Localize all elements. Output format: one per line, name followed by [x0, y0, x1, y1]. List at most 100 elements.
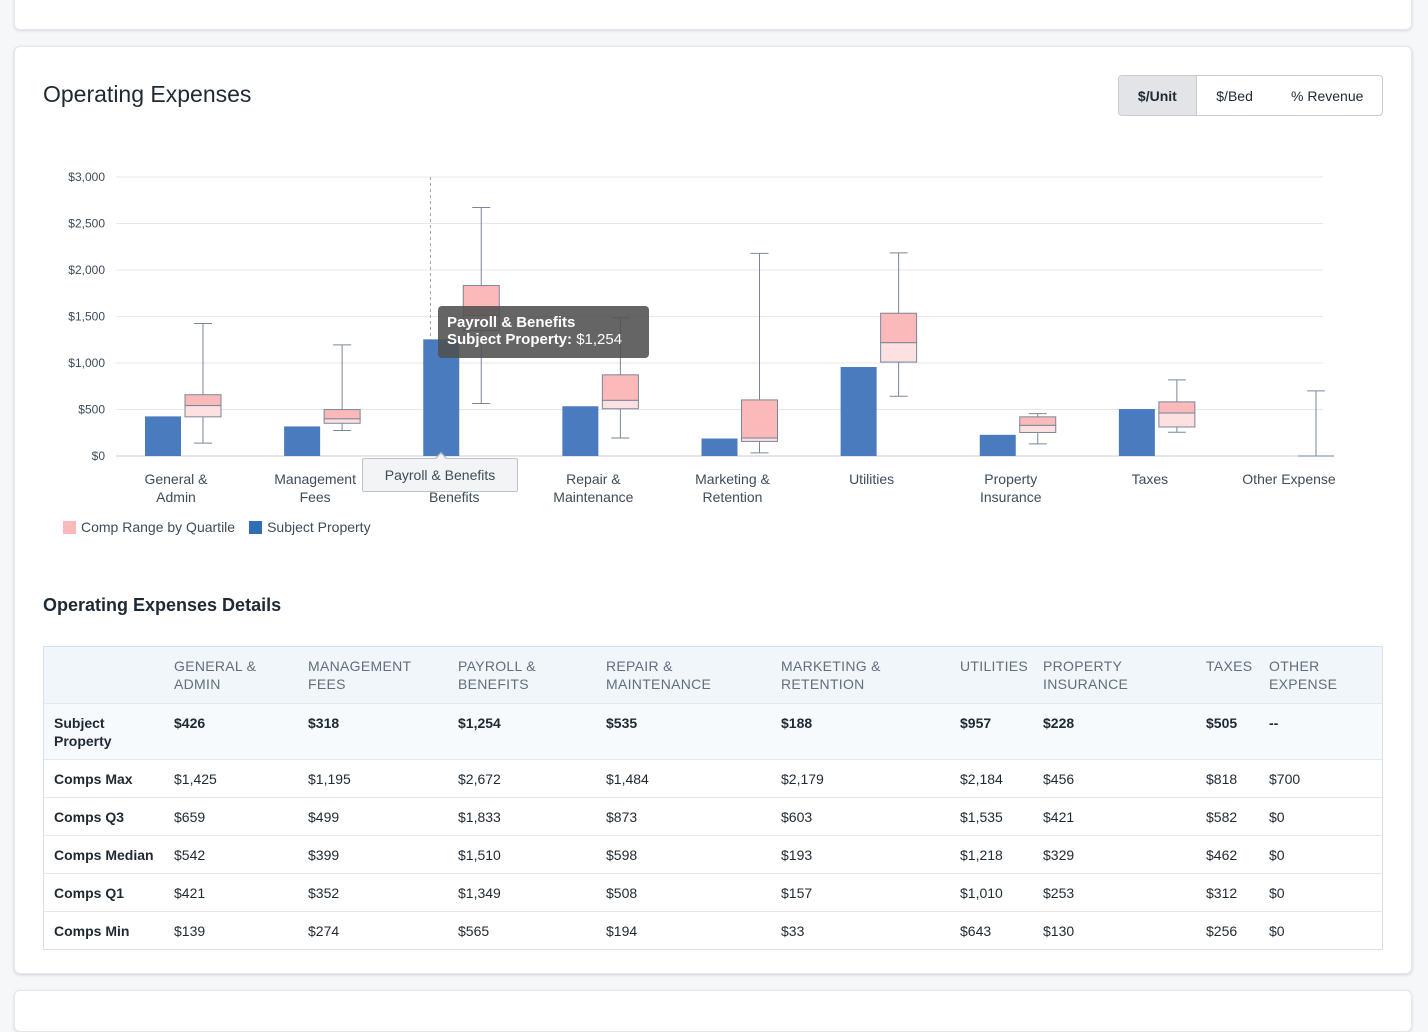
y-tick-label: $2,000 — [68, 263, 105, 277]
table-cell: $2,179 — [781, 759, 960, 798]
operating-expenses-chart: $0 $500 $1,000 $1,500 $2,000 $2,500 $3,000 Gene… — [68, 170, 1336, 505]
tooltip-value: $1,254 — [576, 331, 623, 348]
table-cell: -- — [1269, 703, 1382, 760]
column-header: MARKETING & RETENTION — [781, 647, 960, 704]
x-tick-label: Retention — [703, 489, 763, 505]
column-header: TAXES — [1206, 647, 1269, 704]
table-cell: $643 — [960, 911, 1043, 949]
table-cell: $1,535 — [960, 797, 1043, 836]
table-body: Subject Property $426 $318 $1,254 $535 $188 $9… — [44, 703, 1382, 949]
table-cell: $456 — [1043, 759, 1206, 798]
chart-tooltip: Payroll & Benefits Subject Property: $1,… — [438, 306, 649, 358]
table-row: Comps Q1 $421 $352 $1,349 $508 $157 $1,010 $253… — [44, 873, 1382, 912]
table-cell: $256 — [1206, 911, 1269, 949]
row-label: Comps Median — [44, 835, 174, 874]
x-tick-label: Management — [274, 471, 356, 487]
column-header: OTHER EXPENSE — [1269, 647, 1382, 704]
toggle-per-bed-button[interactable]: $/Bed — [1216, 87, 1253, 104]
details-table: GENERAL & ADMIN MANAGEMENT FEES PAYROLL & … — [44, 647, 1382, 949]
table-cell: $1,833 — [458, 797, 606, 836]
column-header: MANAGEMENT FEES — [308, 647, 458, 704]
table-cell: $535 — [606, 703, 781, 760]
legend-item-subject-property[interactable]: Subject Property — [249, 519, 371, 535]
table-cell: $508 — [606, 873, 781, 912]
box-upper — [1019, 416, 1057, 426]
legend-item-comp-range[interactable]: Comp Range by Quartile — [63, 519, 235, 535]
table-cell: $462 — [1206, 835, 1269, 874]
box-lower — [323, 418, 361, 424]
column-header: PAYROLL & BENEFITS — [458, 647, 606, 704]
box-upper — [880, 312, 918, 344]
column-header: UTILITIES — [960, 647, 1043, 704]
table-row: Comps Median $542 $399 $1,510 $598 $193 $1,218… — [44, 835, 1382, 874]
legend-label-subject-property: Subject Property — [267, 519, 371, 535]
details-title: Operating Expenses Details — [43, 595, 282, 615]
x-tick-label: Property — [984, 471, 1037, 487]
table-cell: $0 — [1269, 835, 1382, 874]
table-cell: $565 — [458, 911, 606, 949]
x-tick-label: Admin — [156, 489, 196, 505]
box-lower — [601, 399, 639, 410]
legend-label-comp-range: Comp Range by Quartile — [81, 519, 236, 535]
toggle-percent-revenue-button[interactable]: % Revenue — [1291, 87, 1364, 104]
box-lower — [1019, 424, 1057, 433]
subject-bar — [701, 438, 738, 456]
box-upper — [1158, 401, 1196, 414]
table-cell: $193 — [781, 835, 960, 874]
table-cell: $426 — [174, 703, 308, 760]
table-cell: $2,184 — [960, 759, 1043, 798]
table-cell: $312 — [1206, 873, 1269, 912]
x-tick-label: Maintenance — [553, 489, 633, 505]
y-tick-label: $3,000 — [68, 170, 105, 184]
axis-hover-label: Payroll & Benefits — [362, 452, 518, 492]
row-label: Comps Q1 — [44, 873, 174, 912]
table-header-row: GENERAL & ADMIN MANAGEMENT FEES PAYROLL & … — [44, 647, 1382, 704]
x-tick-label: Taxes — [1132, 471, 1169, 487]
y-tick-label: $0 — [92, 449, 106, 463]
table-cell: $873 — [606, 797, 781, 836]
table-cell: $421 — [1043, 797, 1206, 836]
next-section-card — [14, 990, 1412, 1032]
box-upper — [601, 374, 639, 401]
table-row: Comps Q3 $659 $499 $1,833 $873 $603 $1,535 $421… — [44, 797, 1382, 836]
table-cell: $598 — [606, 835, 781, 874]
row-label: Comps Max — [44, 759, 174, 798]
chart-legend: Comp Range by Quartile Subject Property — [63, 519, 385, 535]
table-cell: $499 — [308, 797, 458, 836]
box-lower — [741, 437, 778, 442]
table-cell: $1,218 — [960, 835, 1043, 874]
legend-swatch-comp-range — [63, 520, 76, 534]
table-cell: $0 — [1269, 873, 1382, 912]
box-lower — [1158, 412, 1196, 428]
previous-section-card — [14, 0, 1412, 30]
details-table-container: GENERAL & ADMIN MANAGEMENT FEES PAYROLL & … — [43, 646, 1383, 950]
table-row: Subject Property $426 $318 $1,254 $535 $188 $9… — [44, 703, 1382, 760]
legend-swatch-subject-property — [249, 520, 263, 534]
y-tick-label: $2,500 — [68, 217, 105, 231]
table-cell: $130 — [1043, 911, 1206, 949]
x-tick-label: Other Expense — [1242, 471, 1336, 487]
box-lower — [184, 405, 222, 418]
table-cell: $318 — [308, 703, 458, 760]
table-cell: $505 — [1206, 703, 1269, 760]
x-tick-label: Marketing & — [695, 471, 770, 487]
subject-bar — [1118, 409, 1155, 456]
row-label: Subject Property — [44, 703, 174, 760]
toggle-per-unit-button[interactable]: $/Unit — [1119, 76, 1197, 115]
table-cell: $1,425 — [174, 759, 308, 798]
subject-bar — [145, 416, 181, 456]
table-cell: $329 — [1043, 835, 1206, 874]
table-cell: $139 — [174, 911, 308, 949]
table-cell: $194 — [606, 911, 781, 949]
table-cell: $957 — [960, 703, 1043, 760]
table-cell: $274 — [308, 911, 458, 949]
table-cell: $659 — [174, 797, 308, 836]
table-cell: $1,195 — [308, 759, 458, 798]
table-cell: $0 — [1269, 797, 1382, 836]
table-cell: $399 — [308, 835, 458, 874]
table-cell: $253 — [1043, 873, 1206, 912]
column-header: GENERAL & ADMIN — [174, 647, 308, 704]
x-tick-label: Repair & — [566, 471, 621, 487]
box-lower — [880, 342, 918, 363]
table-row: Comps Min $139 $274 $565 $194 $33 $643 $130 $256… — [44, 911, 1382, 949]
